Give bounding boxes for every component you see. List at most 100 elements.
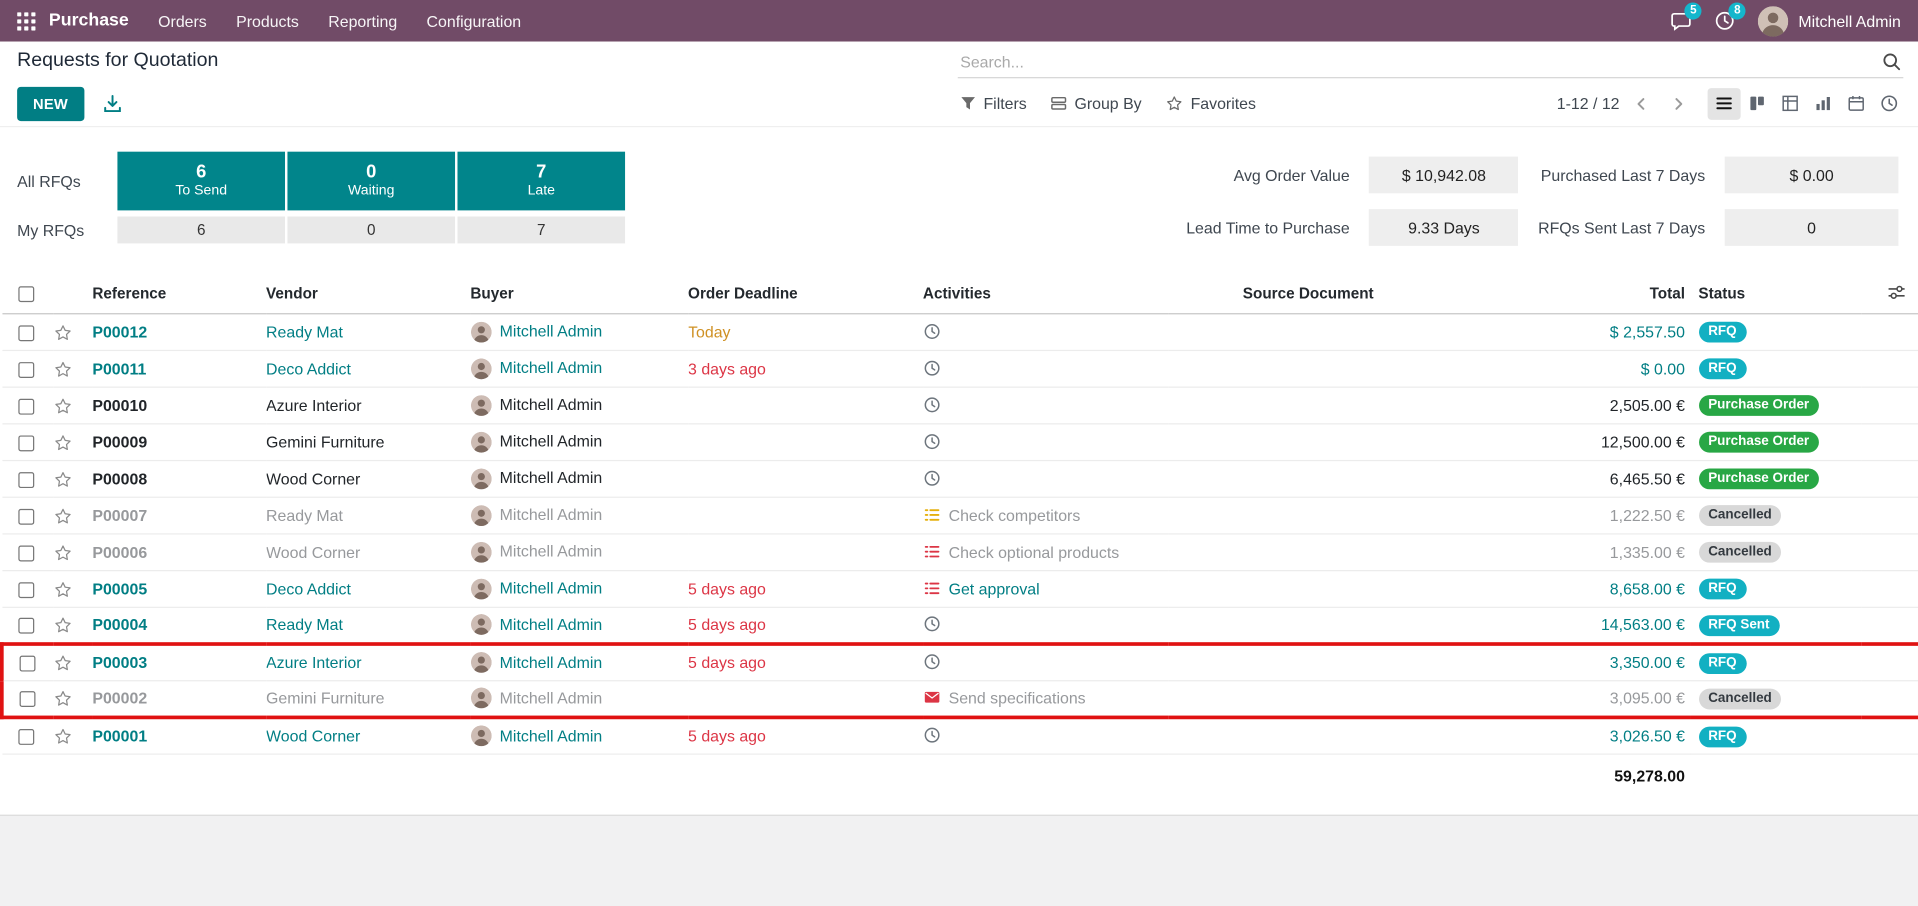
row-checkbox[interactable] xyxy=(17,434,34,451)
cell-activities[interactable] xyxy=(922,459,1168,498)
my-kpi-waiting[interactable]: 0 xyxy=(287,216,456,244)
favorite-star[interactable] xyxy=(53,324,71,341)
export-icon[interactable] xyxy=(102,94,122,114)
apps-grid-icon[interactable] xyxy=(12,7,39,34)
my-kpi-late[interactable]: 7 xyxy=(457,216,626,244)
messages-icon[interactable]: 5 xyxy=(1671,2,1703,31)
row-checkbox[interactable] xyxy=(19,655,36,672)
view-kanban-button[interactable] xyxy=(1741,87,1774,119)
col-source-document[interactable]: Source Document xyxy=(1167,275,1449,314)
cell-activities[interactable] xyxy=(922,423,1168,461)
view-list-button[interactable] xyxy=(1707,87,1741,120)
row-checkbox[interactable] xyxy=(17,508,34,525)
favorite-star-icon xyxy=(54,655,71,671)
activities-icon[interactable]: 8 xyxy=(1715,2,1747,31)
view-calendar-button[interactable] xyxy=(1840,87,1873,119)
favorite-star[interactable] xyxy=(53,617,71,634)
kpi-tile-waiting[interactable]: 0 Waiting xyxy=(287,151,456,211)
row-checkbox[interactable] xyxy=(17,324,34,341)
table-row-p00012[interactable]: P00012 Ready Mat Mitchell Admin Today $ 2,55… xyxy=(1,313,1918,351)
col-vendor[interactable]: Vendor xyxy=(266,275,471,314)
favorite-star[interactable] xyxy=(53,690,71,707)
optional-columns-icon[interactable] xyxy=(1887,283,1905,300)
table-row-p00003[interactable]: P00003 Azure Interior Mitchell Admin 5 days… xyxy=(0,641,1918,681)
col-reference[interactable]: Reference xyxy=(92,275,267,314)
row-checkbox[interactable] xyxy=(17,398,34,415)
app-name[interactable]: Purchase xyxy=(48,11,129,31)
stat-avg-order-value: $ 10,942.08 xyxy=(1369,156,1519,194)
pager-previous-icon[interactable] xyxy=(1627,95,1656,112)
cell-order-deadline xyxy=(688,423,923,461)
user-menu[interactable]: Mitchell Admin xyxy=(1757,5,1901,37)
table-row-p00004[interactable]: P00004 Ready Mat Mitchell Admin 5 days ago 1… xyxy=(1,606,1918,645)
favorite-star[interactable] xyxy=(53,361,71,378)
menu-orders[interactable]: Orders xyxy=(158,11,207,30)
filters-button[interactable]: Filters xyxy=(960,94,1027,113)
all-rfqs-label[interactable]: All RFQs xyxy=(17,171,81,191)
favorite-star[interactable] xyxy=(53,397,71,414)
table-row-p00008[interactable]: P00008 Wood Corner Mitchell Admin 6,465.50 … xyxy=(1,459,1918,498)
row-checkbox[interactable] xyxy=(17,361,34,378)
table-row-p00009[interactable]: P00009 Gemini Furniture Mitchell Admin 12,5… xyxy=(1,423,1918,461)
col-order-deadline[interactable]: Order Deadline xyxy=(688,275,923,314)
cell-activities[interactable] xyxy=(922,716,1168,755)
table-row-p00007[interactable]: P00007 Ready Mat Mitchell Admin Check compe… xyxy=(1,496,1918,534)
new-button[interactable]: NEW xyxy=(17,86,84,121)
cell-total: 1,222.50 € xyxy=(1448,496,1690,534)
col-status[interactable]: Status xyxy=(1689,275,1862,314)
row-checkbox[interactable] xyxy=(17,471,34,488)
cell-activities[interactable] xyxy=(922,606,1168,645)
row-checkbox[interactable] xyxy=(17,544,34,561)
row-checkbox[interactable] xyxy=(19,691,36,708)
menu-configuration[interactable]: Configuration xyxy=(426,11,522,30)
my-kpi-to-send[interactable]: 6 xyxy=(117,216,286,244)
favorite-star[interactable] xyxy=(53,544,71,561)
favorite-star[interactable] xyxy=(53,655,71,672)
cell-activities[interactable]: Check optional products xyxy=(922,533,1168,571)
view-graph-button[interactable] xyxy=(1807,87,1840,119)
table-row-p00010[interactable]: P00010 Azure Interior Mitchell Admin 2,505.… xyxy=(1,386,1918,424)
row-checkbox[interactable] xyxy=(17,617,34,634)
menu-products[interactable]: Products xyxy=(236,11,299,30)
view-pivot-button[interactable] xyxy=(1774,87,1807,119)
select-all-checkbox[interactable] xyxy=(17,286,34,303)
view-activity-button[interactable] xyxy=(1873,87,1906,119)
table-row-p00005[interactable]: P00005 Deco Addict Mitchell Admin 5 days ag… xyxy=(1,570,1918,608)
my-rfqs-label[interactable]: My RFQs xyxy=(17,220,85,240)
menu-reporting[interactable]: Reporting xyxy=(328,11,398,30)
favorite-star[interactable] xyxy=(53,471,71,488)
favorite-star[interactable] xyxy=(53,728,71,745)
cell-source-document xyxy=(1167,423,1449,461)
kpi-tile-late[interactable]: 7 Late xyxy=(457,151,626,211)
col-total[interactable]: Total xyxy=(1448,275,1690,314)
cell-activities[interactable] xyxy=(922,313,1168,351)
table-row-p00001[interactable]: P00001 Wood Corner Mitchell Admin 5 days ag… xyxy=(1,716,1918,755)
table-row-p00006[interactable]: P00006 Wood Corner Mitchell Admin Check opt… xyxy=(1,533,1918,571)
cell-vendor: Wood Corner xyxy=(266,533,471,571)
col-buyer[interactable]: Buyer xyxy=(470,275,689,314)
row-checkbox[interactable] xyxy=(17,729,34,745)
pager-next-icon[interactable] xyxy=(1664,95,1693,112)
cell-status: RFQ xyxy=(1689,716,1862,755)
favorite-star[interactable] xyxy=(53,581,71,598)
cell-reference: P00007 xyxy=(92,496,267,534)
table-row-p00002[interactable]: P00002 Gemini Furniture Mitchell Admin Send… xyxy=(0,680,1918,719)
group-by-button[interactable]: Group By xyxy=(1051,94,1142,113)
cell-activities[interactable]: Get approval xyxy=(922,570,1168,608)
cell-activities[interactable] xyxy=(922,349,1168,388)
cell-source-document xyxy=(1167,533,1449,571)
favorites-button[interactable]: Favorites xyxy=(1166,94,1256,113)
cell-vendor: Azure Interior xyxy=(266,386,471,424)
search-input[interactable] xyxy=(957,50,1876,72)
favorite-star[interactable] xyxy=(53,434,71,451)
table-row-p00011[interactable]: P00011 Deco Addict Mitchell Admin 3 days ag… xyxy=(1,349,1918,388)
cell-activities[interactable] xyxy=(922,386,1168,424)
row-checkbox[interactable] xyxy=(17,581,34,598)
kpi-tile-to-send[interactable]: 6 To Send xyxy=(117,151,286,211)
search-icon[interactable] xyxy=(1883,52,1901,70)
favorite-star[interactable] xyxy=(53,507,71,524)
col-activities[interactable]: Activities xyxy=(922,275,1168,314)
cell-activities[interactable]: Send specifications xyxy=(922,680,1168,719)
cell-activities[interactable]: Check competitors xyxy=(922,496,1168,534)
cell-activities[interactable] xyxy=(922,641,1168,681)
